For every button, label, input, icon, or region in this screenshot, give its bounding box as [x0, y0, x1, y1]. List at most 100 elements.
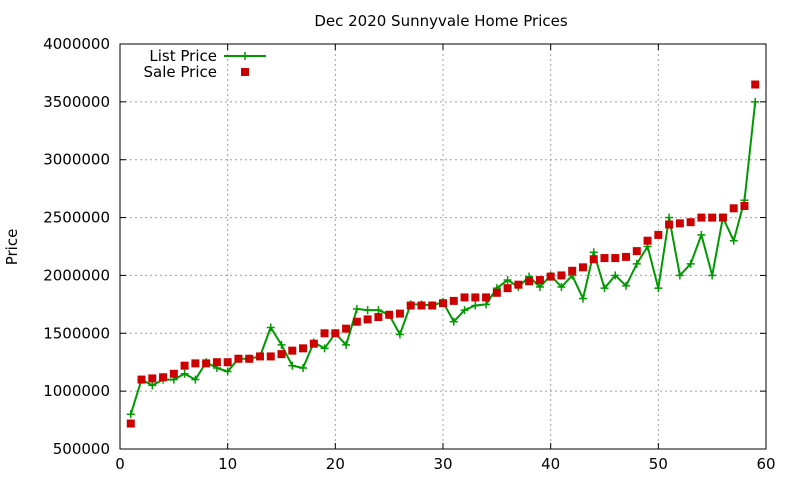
data-point [212, 358, 221, 367]
data-point [557, 271, 566, 280]
data-point [482, 293, 491, 302]
series-list-price [126, 97, 760, 419]
data-point [751, 80, 760, 89]
data-point [632, 259, 641, 268]
data-point [449, 317, 458, 326]
data-point [611, 254, 620, 263]
data-point [277, 340, 286, 349]
data-point [708, 213, 717, 222]
axis-ticks: 0 10 20 30 40 50 60 500000 1000000 1500000 2000000… [43, 35, 775, 473]
data-point [675, 219, 684, 228]
data-point [686, 259, 695, 268]
series-sale-price [126, 80, 760, 428]
data-point [245, 354, 254, 363]
data-point [686, 218, 695, 227]
data-point [223, 367, 232, 376]
data-point [449, 296, 458, 305]
data-point [589, 248, 598, 257]
data-point [751, 97, 760, 106]
x-tick-label: 40 [541, 455, 560, 473]
data-point [223, 358, 232, 367]
data-point [557, 283, 566, 291]
data-point [266, 323, 275, 332]
legend-label: List Price [149, 47, 217, 65]
data-point [288, 346, 297, 355]
data-point [148, 381, 157, 390]
data-point [460, 306, 469, 315]
data-point [718, 213, 727, 222]
data-point [600, 284, 609, 293]
data-point [406, 301, 415, 310]
data-point [180, 361, 189, 370]
data-point [352, 304, 361, 313]
data-point [535, 283, 544, 291]
series-line [129, 101, 757, 415]
x-tick-label: 0 [115, 455, 125, 473]
data-point [535, 276, 544, 285]
legend-swatch-marker [241, 68, 249, 76]
data-point [578, 294, 587, 303]
data-point [503, 276, 512, 285]
legend-swatch-marker [241, 52, 249, 60]
data-point [439, 299, 447, 308]
data-point [482, 300, 491, 309]
data-point [460, 293, 469, 302]
data-point [137, 375, 146, 384]
data-point [299, 344, 308, 353]
data-point [277, 350, 286, 359]
y-tick-label: 3000000 [43, 151, 110, 169]
data-point [622, 252, 631, 261]
data-point [578, 263, 587, 272]
data-point [126, 410, 135, 419]
data-point [159, 373, 168, 382]
data-point [299, 364, 308, 372]
data-point [611, 271, 620, 280]
data-point [234, 354, 243, 363]
data-point [266, 352, 275, 361]
data-point [589, 255, 598, 264]
data-point [665, 213, 674, 222]
data-point [568, 266, 577, 275]
y-tick-label: 1000000 [43, 382, 110, 400]
data-point [417, 301, 426, 310]
data-point [740, 202, 749, 210]
x-tick-label: 60 [756, 455, 775, 473]
x-tick-label: 50 [649, 455, 668, 473]
data-point [675, 271, 684, 280]
y-tick-label: 2000000 [43, 266, 110, 284]
data-point [654, 284, 663, 293]
data-point [342, 340, 351, 349]
data-point [697, 230, 706, 239]
chart-title: Dec 2020 Sunnyvale Home Prices [314, 12, 568, 30]
data-point [492, 288, 501, 297]
y-axis-label: Price [3, 229, 21, 266]
data-point [352, 317, 361, 326]
data-point [654, 230, 663, 239]
data-point [191, 375, 200, 384]
data-point [546, 272, 555, 281]
data-point [374, 306, 383, 315]
data-point [320, 344, 329, 353]
x-tick-label: 10 [218, 455, 237, 473]
data-point [395, 330, 404, 339]
data-point [632, 247, 641, 256]
y-tick-label: 3500000 [43, 93, 110, 111]
data-point [169, 369, 178, 378]
data-point [385, 310, 394, 319]
series-layer [126, 80, 760, 428]
x-tick-label: 30 [433, 455, 452, 473]
data-point [363, 315, 372, 324]
x-tick-label: 20 [326, 455, 345, 473]
data-point [331, 329, 340, 338]
y-tick-label: 4000000 [43, 35, 110, 53]
data-point [729, 204, 738, 213]
data-point [471, 301, 480, 310]
data-point [697, 213, 706, 222]
data-point [191, 359, 200, 368]
data-point [126, 419, 135, 428]
data-point [180, 369, 189, 378]
legend-label: Sale Price [144, 63, 217, 81]
data-point [395, 309, 404, 318]
